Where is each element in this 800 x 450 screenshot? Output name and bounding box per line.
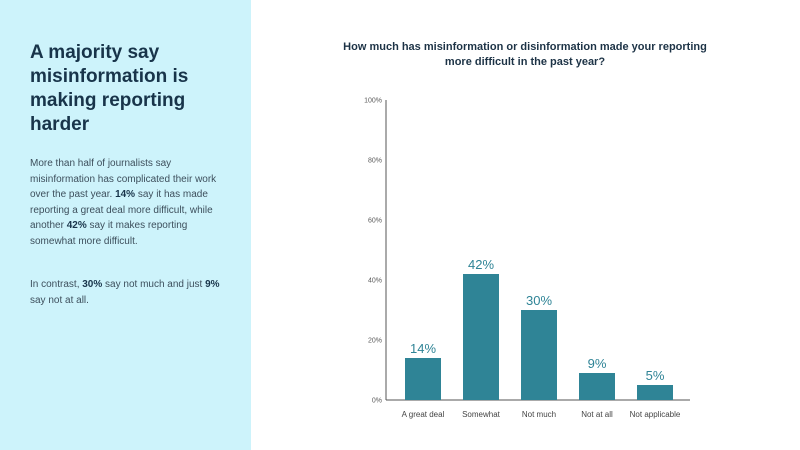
y-tick-label: 20% — [368, 338, 382, 345]
not-at-all-stat: 9% — [205, 279, 220, 290]
y-tick-label: 40% — [368, 278, 382, 285]
y-tick-label: 60% — [368, 218, 382, 225]
left-panel: A majority say misinformation is making … — [0, 0, 251, 450]
bar — [579, 373, 615, 400]
category-label: Not applicable — [630, 410, 681, 419]
data-label: 14% — [410, 341, 436, 356]
y-tick-label: 0% — [372, 398, 382, 405]
bar — [521, 310, 557, 400]
great-deal-stat: 14% — [115, 189, 136, 200]
data-label: 42% — [468, 257, 494, 272]
y-tick-label: 80% — [368, 158, 382, 165]
category-label: A great deal — [402, 410, 445, 419]
data-label: 5% — [646, 368, 665, 383]
summary-paragraph: More than half of journalists say misinf… — [30, 156, 235, 249]
data-label: 9% — [588, 356, 607, 371]
summary-text: say it has made reporting a great deal m… — [30, 189, 213, 231]
y-tick-label: 100% — [364, 98, 382, 105]
data-label: 30% — [526, 293, 552, 308]
category-label: Not much — [522, 410, 556, 419]
category-label: Not at all — [581, 410, 613, 419]
contrast-text: say not at all. — [30, 294, 89, 306]
bar — [637, 385, 673, 400]
bar — [405, 358, 441, 400]
category-label: Somewhat — [462, 410, 501, 419]
contrast-paragraph: In contrast, 30% say not much and just 9… — [30, 277, 235, 308]
somewhat-stat: 42% — [66, 220, 87, 231]
summary-text: say it makes reporting somewhat more dif… — [30, 220, 188, 247]
not-much-stat: 30% — [82, 279, 103, 290]
bar — [463, 274, 499, 400]
summary-text: More than half of journalists say misinf… — [30, 158, 217, 200]
contrast-text: In contrast, — [30, 279, 83, 290]
contrast-text: say not much and just — [102, 279, 206, 290]
headline: A majority say misinformation is making … — [30, 42, 189, 135]
chart-title: How much has misinformation or disinform… — [343, 41, 707, 68]
